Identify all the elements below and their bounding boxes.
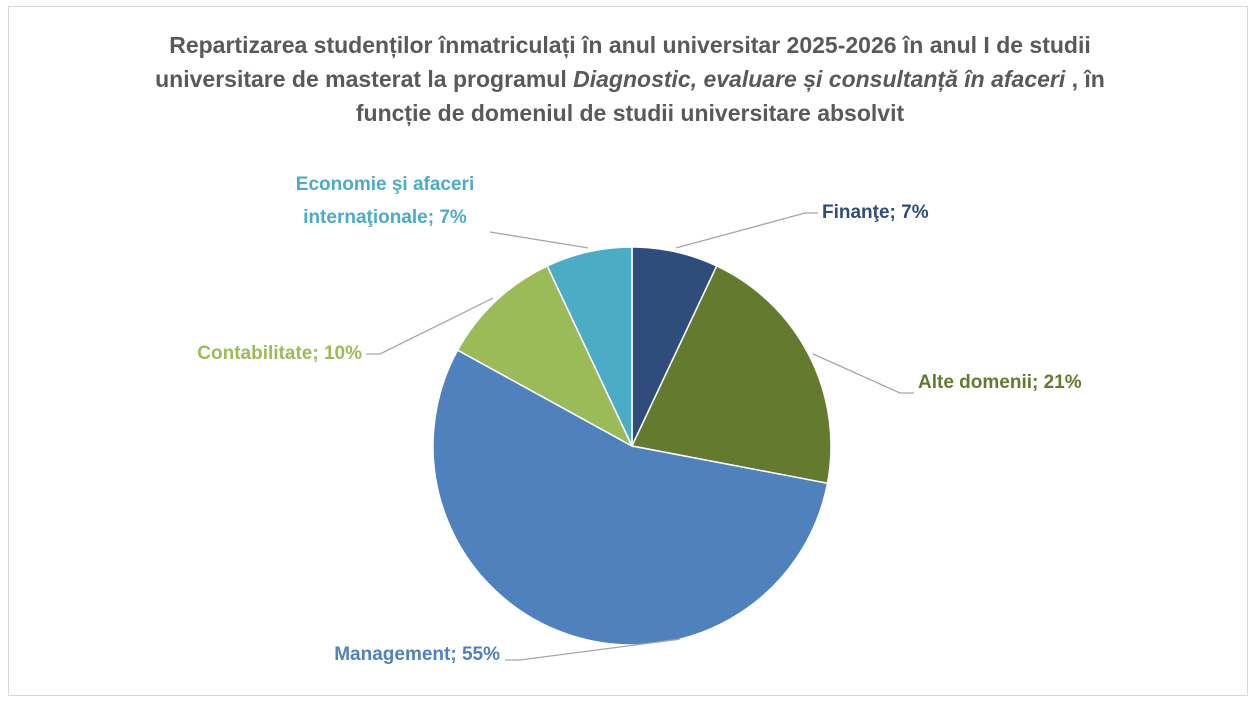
pie-slice: [456, 264, 634, 448]
leader-line: [505, 638, 680, 661]
leader-line: [489, 231, 588, 249]
data-label: Contabilitate; 10%: [197, 343, 362, 364]
chart-frame: [8, 6, 1248, 696]
chart-title: Repartizarea studenților înmatriculați î…: [140, 28, 1120, 130]
pie-slice: [630, 264, 832, 485]
data-label: Economie şi afaceri internaţionale; 7%: [295, 174, 475, 228]
data-label: Alte domenii; 21%: [918, 372, 1082, 393]
leader-line: [366, 297, 494, 355]
title-part: , în funcție de domeniul de studii unive…: [355, 66, 1105, 126]
data-label: Finanţe; 7%: [822, 202, 929, 223]
leader-line: [812, 353, 914, 394]
pie-slice: [546, 246, 633, 447]
data-label: Management; 55%: [334, 644, 500, 665]
title-part: Repartizarea studenților înmatriculați î…: [155, 32, 1091, 92]
pie-slice: [432, 349, 829, 646]
title-part: Diagnostic, evaluare și consultanță în a…: [573, 66, 1066, 92]
leader-line: [676, 212, 818, 249]
